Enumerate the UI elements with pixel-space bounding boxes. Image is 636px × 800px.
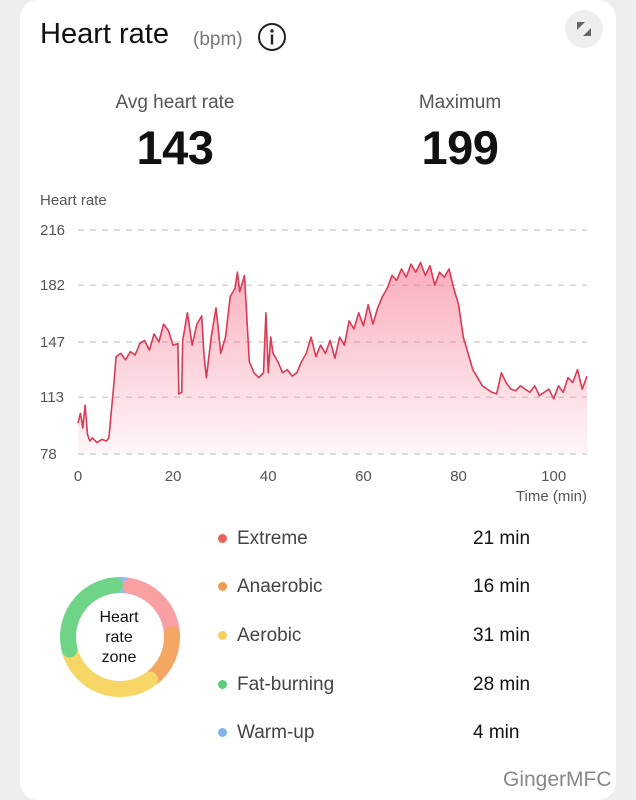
donut-center-line-3: zone — [101, 649, 137, 666]
donut-segment-fat-burning — [60, 577, 123, 658]
heart-rate-zone-donut — [60, 577, 180, 697]
zone-label-warm-up: Warm-up — [237, 722, 315, 743]
card-title: Heart rate — [40, 18, 169, 50]
donut-center-label: Heart rate zone — [78, 608, 160, 668]
x-tick-label: 20 — [165, 468, 182, 485]
zone-value-warm-up: 4 min — [473, 722, 520, 743]
zone-dot-anaerobic — [218, 582, 227, 591]
zone-value-aerobic: 31 min — [473, 625, 531, 646]
unit-label: (bpm) — [193, 29, 243, 50]
zone-row-aerobic: Aerobic 31 min — [215, 622, 555, 648]
heart-rate-chart: Heart rate 216 182 147 113 78 0 20 40 60 80 100 T… — [40, 192, 588, 505]
chart-y-axis-title: Heart rate — [40, 192, 107, 209]
heart-rate-card: Heart rate (bpm) Avg heart rate 143 Maxi… — [20, 0, 616, 800]
heart-rate-area — [78, 262, 587, 454]
zone-value-extreme: 21 min — [473, 528, 531, 549]
x-tick-label: 80 — [450, 468, 467, 485]
zone-label-anaerobic: Anaerobic — [237, 576, 323, 597]
y-tick-label: 113 — [40, 389, 64, 406]
zone-dot-warm-up — [218, 728, 227, 737]
donut-segment-extreme — [122, 578, 180, 640]
zone-dot-aerobic — [218, 631, 227, 640]
zone-row-warm-up: Warm-up 4 min — [215, 719, 555, 745]
avg-heart-rate-label: Avg heart rate — [115, 92, 235, 113]
zone-row-anaerobic: Anaerobic 16 min — [215, 573, 555, 599]
y-tick-label: 78 — [40, 446, 57, 463]
heart-rate-line — [77, 261, 588, 444]
zone-label-extreme: Extreme — [237, 528, 308, 549]
zone-label-fat-burning: Fat-burning — [237, 674, 335, 695]
zone-dot-extreme — [218, 534, 227, 543]
max-heart-rate-value: 199 — [421, 121, 499, 174]
zone-value-anaerobic: 16 min — [473, 576, 531, 597]
max-heart-rate-label: Maximum — [418, 92, 502, 113]
info-icon[interactable] — [257, 22, 287, 52]
avg-heart-rate-value: 143 — [136, 121, 214, 174]
collapse-button[interactable] — [565, 10, 603, 48]
x-tick-label: 60 — [355, 468, 372, 485]
watermark: GingerMFC — [503, 768, 612, 791]
y-tick-label: 216 — [40, 222, 65, 239]
zone-label-aerobic: Aerobic — [237, 625, 302, 646]
donut-center-line-2: rate — [105, 629, 133, 646]
chart-x-axis-title: Time (min) — [516, 488, 587, 505]
zone-row-extreme: Extreme 21 min — [215, 525, 555, 551]
donut-center-line-1: Heart — [99, 609, 139, 626]
zone-value-fat-burning: 28 min — [473, 674, 531, 695]
zone-dot-fat-burning — [218, 680, 227, 689]
x-tick-label: 40 — [260, 468, 277, 485]
max-heart-rate-stat: Maximum 199 — [340, 92, 580, 175]
y-tick-label: 147 — [40, 334, 65, 351]
y-tick-label: 182 — [40, 277, 65, 294]
collapse-arrows-icon — [577, 22, 591, 36]
x-tick-label: 100 — [541, 468, 566, 485]
zone-row-fat-burning: Fat-burning 28 min — [215, 671, 555, 697]
x-tick-label: 0 — [74, 468, 82, 485]
donut-segment-aerobic — [62, 643, 159, 697]
avg-heart-rate-stat: Avg heart rate 143 — [55, 92, 295, 175]
